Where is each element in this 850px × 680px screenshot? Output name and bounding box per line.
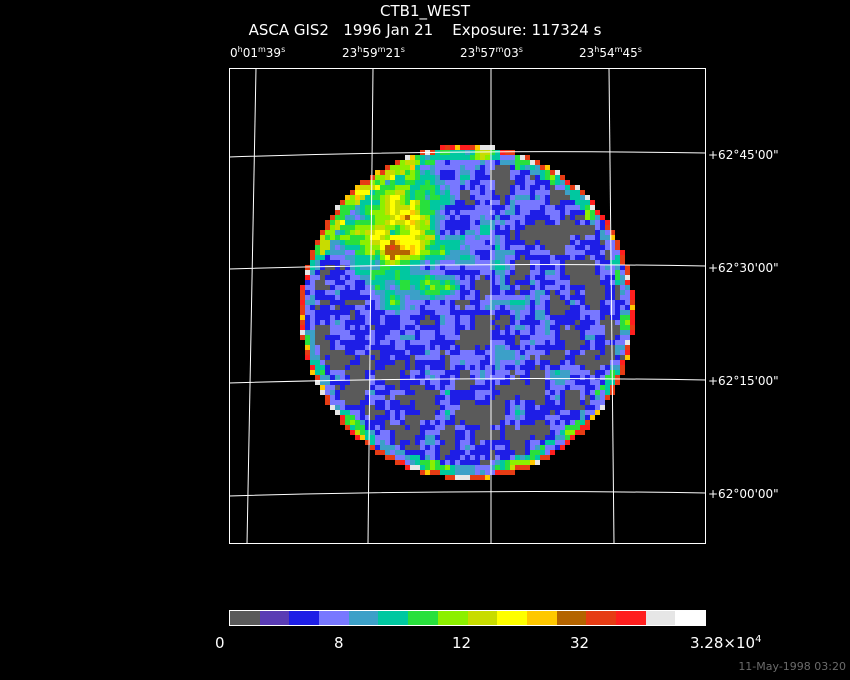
dec-tick-label: +62°15'00" (708, 374, 779, 388)
dec-tick-label: +62°30'00" (708, 261, 779, 275)
colorbar-segment (319, 611, 349, 625)
ra-tick-label: 23h59m21s (342, 45, 405, 60)
ra-tick-label: 23h57m03s (460, 45, 523, 60)
coordinate-grid (229, 68, 706, 544)
colorbar-label: 32 (570, 634, 590, 652)
dec-grid-line (229, 491, 706, 497)
colorbar-label: 12 (452, 634, 472, 652)
dec-tick-label: +62°00'00" (708, 487, 779, 501)
colorbar-segment (586, 611, 616, 625)
image-pixels (300, 145, 635, 480)
colorbar-segment (259, 611, 290, 625)
colorbar-segment (230, 611, 260, 625)
colorbar-segment (675, 611, 705, 625)
ra-tick-label: 23h54m45s (579, 45, 642, 60)
dec-grid-line (229, 264, 706, 270)
ra-grid-line (246, 68, 257, 544)
colorbar-segment (378, 611, 409, 625)
xray-image-plot (229, 68, 706, 544)
dec-tick-label: +62°45'00" (708, 148, 779, 162)
colorbar-segment (467, 611, 498, 625)
instrument-label: ASCA GIS2 (248, 21, 329, 39)
ra-tick-label: 0h01m39s (230, 45, 286, 60)
colorbar-segment (437, 611, 468, 625)
colorbar-segment (497, 611, 527, 625)
ra-grid-line (608, 68, 615, 544)
timestamp: 11-May-1998 03:20 (738, 660, 846, 673)
colorbar-label: 8 (334, 634, 344, 652)
colorbar-segment (408, 611, 438, 625)
colorbar-segment (556, 611, 587, 625)
image-title: CTB1_WEST (380, 2, 470, 20)
dec-grid-line (229, 151, 706, 158)
image-subtitle: ASCA GIS2 1996 Jan 21 Exposure: 117324 s (0, 21, 850, 39)
ra-grid-line (367, 68, 374, 544)
colorbar-segment (348, 611, 379, 625)
colorbar-segment (615, 611, 646, 625)
dec-grid-line (229, 378, 706, 384)
observation-date: 1996 Jan 21 (343, 21, 434, 39)
colorbar-label-max: 3.28×104 (690, 634, 762, 652)
colorbar-segment (289, 611, 320, 625)
colorbar-segment (526, 611, 557, 625)
color-bar (229, 610, 706, 626)
colorbar-segment (645, 611, 676, 625)
colorbar-label: 0 (215, 634, 225, 652)
exposure-label: Exposure: 117324 s (452, 21, 602, 39)
plot-frame (229, 68, 706, 544)
